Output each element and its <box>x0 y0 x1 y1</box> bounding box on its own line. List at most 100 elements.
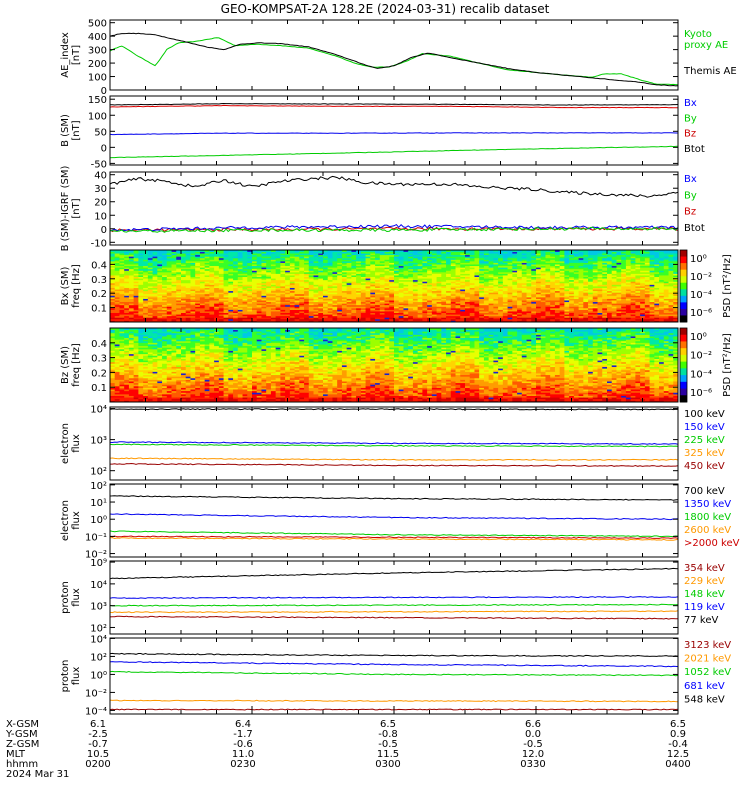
spectrogram-cell <box>185 311 191 314</box>
spectrogram-cell <box>327 309 333 312</box>
spectrogram-cell <box>502 267 508 270</box>
spectrogram-cell <box>569 284 575 287</box>
spectrogram-cell <box>469 317 475 320</box>
legend-entry: Kyoto <box>684 29 712 40</box>
spectrogram-cell <box>398 315 404 318</box>
spectrogram-cell <box>228 256 234 259</box>
spectrogram-cell <box>573 311 579 314</box>
spectrogram-cell <box>583 312 589 315</box>
spectrogram-cell <box>133 318 139 321</box>
spectrogram-cell <box>128 256 135 259</box>
spectrogram-cell <box>294 295 300 298</box>
spectrogram-cell <box>341 260 348 263</box>
spectrogram-cell <box>427 254 433 257</box>
spectrogram-cell <box>488 262 494 265</box>
spectrogram-cell <box>323 273 329 276</box>
spectrogram-cell <box>450 265 456 268</box>
spectrogram-cell <box>498 314 504 317</box>
spectrogram-cell <box>488 279 494 282</box>
spectrogram-cell <box>341 320 348 323</box>
spectrogram-cell <box>554 295 561 298</box>
spectrogram-cell <box>171 296 177 299</box>
spectrogram-cell <box>204 254 210 257</box>
spectrogram-cell <box>403 267 409 270</box>
y-tick-label: 30 <box>94 184 107 195</box>
spectrogram-cell <box>479 312 485 315</box>
spectrogram-cell <box>398 304 404 307</box>
spectrogram-cell <box>588 317 594 320</box>
spectrogram-cell <box>540 317 546 320</box>
spectrogram-cell <box>507 253 513 256</box>
spectrogram-cell <box>318 290 324 293</box>
spectrogram-cell <box>394 250 400 252</box>
spectrogram-cell <box>479 282 485 285</box>
spectrogram-cell <box>223 300 229 303</box>
spectrogram-cell <box>507 273 513 276</box>
spectrogram-cell <box>431 264 437 267</box>
spectrogram-cell <box>280 315 286 318</box>
spectrogram-cell <box>204 289 210 292</box>
spectrogram-cell <box>360 260 366 263</box>
spectrogram-cell <box>502 293 508 296</box>
spectrogram-cell <box>266 259 272 262</box>
spectrogram-cell <box>479 286 485 288</box>
spectrogram-cell <box>379 278 385 281</box>
spectrogram-cell <box>323 303 329 306</box>
spectrogram-cell <box>351 257 357 260</box>
spectrogram-cell <box>502 273 508 276</box>
spectrogram-cell <box>592 315 598 318</box>
spectrogram-cell <box>119 250 125 252</box>
spectrogram-cell <box>133 275 139 278</box>
spectrogram-cell <box>564 271 570 274</box>
spectrogram-cell <box>171 253 177 256</box>
spectrogram-cell <box>157 253 163 256</box>
spectrogram-cell <box>341 264 348 267</box>
spectrogram-cell <box>550 273 556 276</box>
spectrogram-cell <box>228 267 234 270</box>
spectrogram-cell <box>128 300 135 303</box>
spectrogram-cell <box>237 296 243 299</box>
spectrogram-cell <box>550 282 556 285</box>
spectrogram-cell <box>502 260 508 263</box>
spectrogram-cell <box>517 260 523 263</box>
spectrogram-cell <box>521 301 527 304</box>
spectrogram-cell <box>218 303 224 306</box>
spectrogram-cell <box>483 318 490 321</box>
spectrogram-cell <box>256 278 262 281</box>
spectrogram-cell <box>498 262 504 265</box>
spectrogram-cell <box>502 320 508 323</box>
spectrogram-cell <box>119 290 125 293</box>
spectrogram-cell <box>308 290 314 293</box>
spectrogram-cell <box>422 256 428 259</box>
spectrogram-cell <box>517 270 523 273</box>
spectrogram-cell <box>564 309 570 312</box>
spectrogram-cell <box>119 286 125 288</box>
spectrogram-cell <box>171 314 177 317</box>
spectrogram-cell <box>417 265 423 268</box>
spectrogram-cell <box>195 296 201 299</box>
spectrogram-cell <box>592 281 598 284</box>
spectrogram-cell <box>479 281 485 284</box>
spectrogram-cell <box>176 251 182 254</box>
spectrogram-cell <box>427 296 433 299</box>
spectrogram-cell <box>304 289 310 292</box>
spectrogram-cell <box>455 250 461 252</box>
spectrogram-cell <box>152 315 158 318</box>
spectrogram-cell <box>474 250 480 252</box>
spectrogram-cell <box>162 287 168 290</box>
spectrogram-cell <box>195 304 201 307</box>
spectrogram-cell <box>602 301 608 304</box>
spectrogram-cell <box>517 315 523 318</box>
y-tick-label: 10 <box>94 211 107 222</box>
spectrogram-cell <box>450 318 456 321</box>
spectrogram-cell <box>469 284 475 287</box>
spectrogram-cell <box>573 290 579 293</box>
spectrogram-cell <box>270 317 277 320</box>
spectrogram-cell <box>114 251 120 254</box>
spectrogram-cell <box>569 295 575 298</box>
spectrogram-cell <box>327 301 333 304</box>
spectrogram-cell <box>138 250 144 252</box>
spectrogram-cell <box>261 318 267 321</box>
spectrogram-cell <box>285 281 291 284</box>
spectrogram-cell <box>299 292 305 295</box>
